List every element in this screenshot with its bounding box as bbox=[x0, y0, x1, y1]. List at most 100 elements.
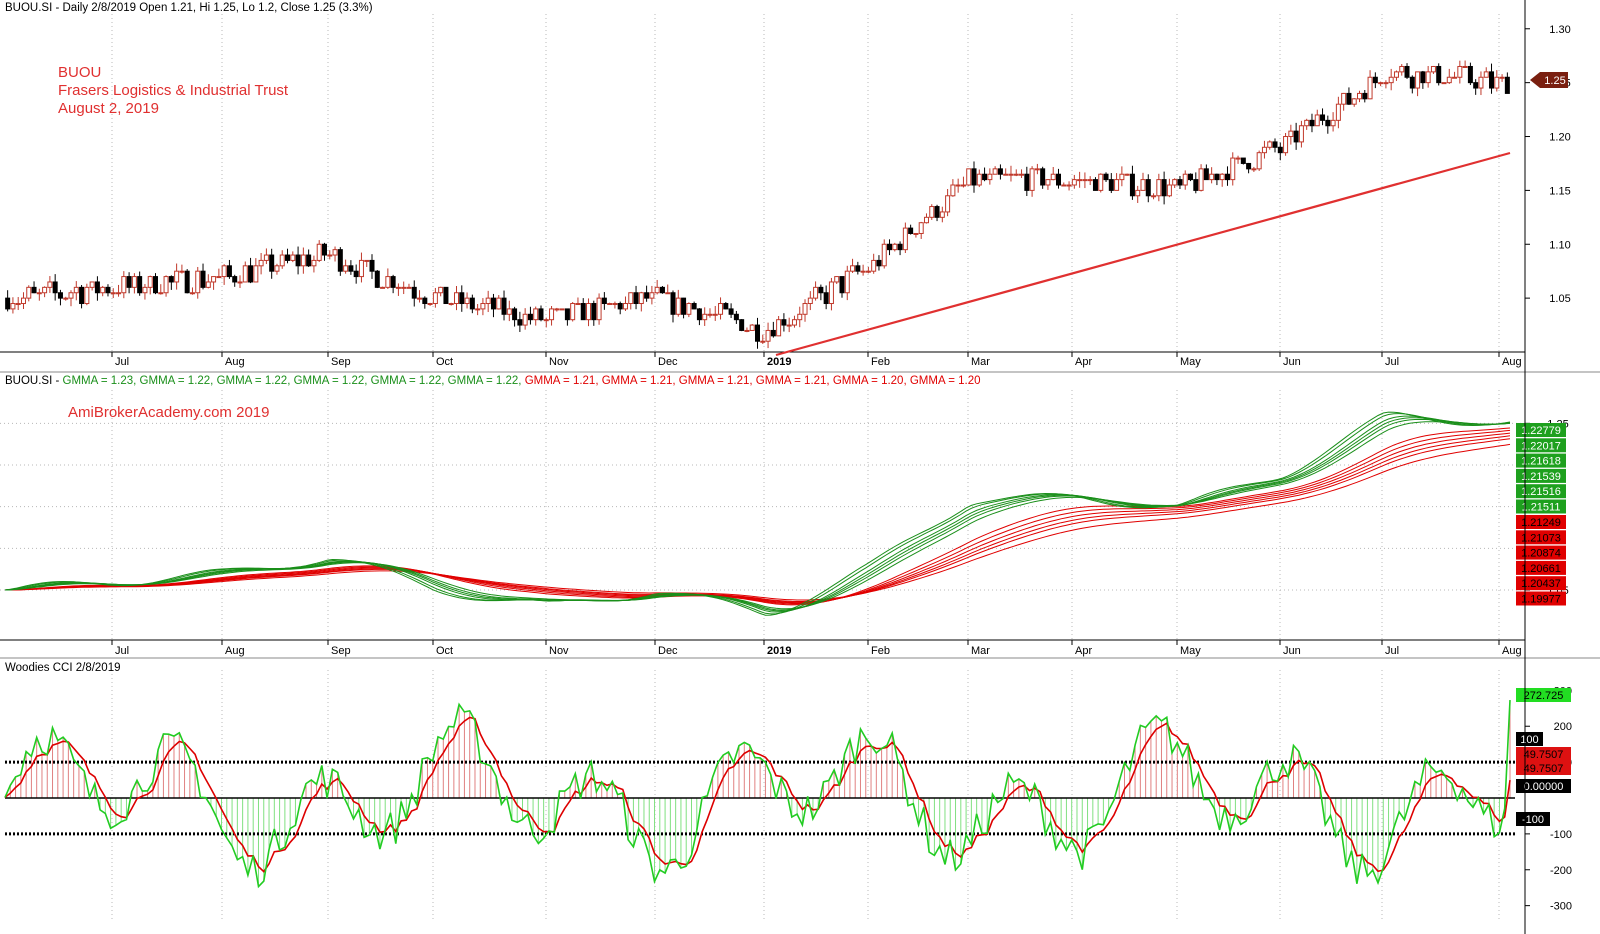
gmma-red-badge-text: 1.20661 bbox=[1521, 563, 1561, 575]
gmma-long-line bbox=[4, 427, 1511, 606]
candle-body bbox=[142, 286, 148, 294]
candle-body bbox=[211, 276, 217, 283]
cci-reference-lines bbox=[5, 760, 1515, 836]
price-xtick-label: Dec bbox=[658, 356, 678, 368]
candle-body bbox=[1029, 168, 1035, 191]
candle-body bbox=[311, 259, 317, 267]
candle-body bbox=[622, 303, 628, 310]
candle-body bbox=[20, 297, 26, 305]
candle-body bbox=[1024, 173, 1030, 191]
candle-body bbox=[10, 303, 16, 310]
candle-body bbox=[358, 259, 364, 278]
candle-body bbox=[1246, 162, 1252, 170]
gmma-header-segment: GMMA = 1.21, bbox=[756, 375, 833, 387]
candle-body bbox=[258, 259, 264, 267]
candle-body bbox=[380, 286, 386, 289]
candle-body bbox=[887, 243, 893, 251]
cci-value-badge-text: -100 bbox=[1522, 814, 1544, 826]
cci-value-badge bbox=[1516, 761, 1571, 775]
candle-body bbox=[533, 308, 539, 321]
symbol-annotation: BUOU bbox=[58, 64, 101, 81]
candle-body bbox=[929, 206, 935, 218]
candle-body bbox=[385, 276, 391, 288]
gmma-header-segment: BUOU.SI - bbox=[5, 375, 63, 387]
candle-body bbox=[654, 286, 660, 294]
candle-body bbox=[987, 173, 993, 181]
candle-body bbox=[923, 216, 929, 224]
candle-body bbox=[94, 281, 100, 294]
candle-body bbox=[1441, 82, 1447, 85]
candle-body bbox=[939, 211, 945, 218]
candle-body bbox=[522, 313, 528, 326]
candle-body bbox=[1114, 179, 1120, 191]
candle-body bbox=[649, 292, 655, 299]
candle-body bbox=[733, 313, 739, 321]
cci-grid bbox=[111, 670, 1500, 920]
candle-body bbox=[490, 297, 496, 310]
gmma-xtick-label: Nov bbox=[549, 645, 569, 657]
cci-panel: 300200100-100-200-300 Woodies CCI 2/8/20… bbox=[4, 662, 1572, 920]
gmma-xtick-label: Sep bbox=[331, 645, 351, 657]
candle-body bbox=[1346, 92, 1352, 105]
candle-body bbox=[791, 319, 797, 326]
candle-body bbox=[42, 286, 48, 294]
candle-body bbox=[469, 297, 475, 310]
candle-body bbox=[992, 168, 998, 175]
candle-body bbox=[459, 292, 465, 305]
price-panel: Jul Aug Sep Oct Nov Dec 2019 Feb Mar Apr May Jun Jul… bbox=[0, 0, 1600, 368]
candle-body bbox=[543, 319, 549, 322]
gmma-ribbon bbox=[4, 411, 1511, 616]
gmma-short-line bbox=[4, 417, 1511, 612]
gmma-green-badge bbox=[1516, 453, 1566, 468]
candle-body bbox=[327, 254, 333, 257]
gmma-short-line bbox=[4, 413, 1511, 615]
date-annotation: August 2, 2019 bbox=[58, 100, 159, 117]
gmma-grid bbox=[0, 390, 1525, 640]
tcci-line bbox=[4, 716, 1511, 873]
gmma-short-line bbox=[4, 411, 1511, 616]
candle-body bbox=[997, 168, 1003, 175]
candle-body bbox=[1135, 189, 1141, 197]
price-xtick-label: Apr bbox=[1075, 356, 1092, 368]
candle-body bbox=[364, 259, 370, 262]
price-xtick-label: Nov bbox=[549, 356, 569, 368]
candle-body bbox=[1457, 65, 1463, 78]
candle-body bbox=[343, 265, 349, 272]
candle-body bbox=[216, 276, 222, 279]
candle-body bbox=[36, 292, 42, 295]
candle-body bbox=[644, 292, 650, 299]
candle-body bbox=[913, 232, 919, 235]
gmma-xtick-label: Apr bbox=[1075, 645, 1092, 657]
candle-body bbox=[242, 265, 248, 283]
candle-body bbox=[174, 270, 180, 283]
candle-body bbox=[374, 270, 380, 288]
cci-histogram bbox=[4, 700, 1511, 887]
candle-body bbox=[369, 259, 375, 272]
candle-body bbox=[15, 303, 21, 306]
gmma-header-segment: GMMA = 1.20, bbox=[833, 375, 910, 387]
candle-body bbox=[1203, 168, 1209, 181]
candle-body bbox=[295, 254, 301, 267]
candle-body bbox=[306, 254, 312, 267]
candle-body bbox=[1108, 179, 1114, 191]
gmma-green-badge-text: 1.22779 bbox=[1521, 425, 1561, 437]
candle-body bbox=[300, 254, 306, 267]
price-xtick-label: Aug bbox=[225, 356, 245, 368]
candle-body bbox=[971, 168, 977, 186]
candle-body bbox=[564, 308, 570, 321]
gmma-value-badges: 1.22779 1.22017 1.21618 1.21539 1.21516 1.215… bbox=[1516, 423, 1566, 606]
candle-body bbox=[1462, 65, 1468, 68]
gmma-xtick-label: Jun bbox=[1283, 645, 1301, 657]
price-ytick-label: 1.30 bbox=[1549, 24, 1570, 36]
candle-body bbox=[168, 276, 174, 283]
gmma-header-segment: GMMA = 1.22, bbox=[140, 375, 217, 387]
candle-body bbox=[1399, 65, 1405, 73]
candle-body bbox=[1166, 184, 1172, 197]
candle-body bbox=[1267, 141, 1273, 148]
candle-body bbox=[290, 254, 296, 261]
cci-value-badge bbox=[1516, 732, 1543, 746]
candle-body bbox=[670, 292, 676, 315]
candle-body bbox=[823, 292, 829, 305]
candle-body bbox=[776, 319, 782, 337]
candle-body bbox=[702, 313, 708, 321]
